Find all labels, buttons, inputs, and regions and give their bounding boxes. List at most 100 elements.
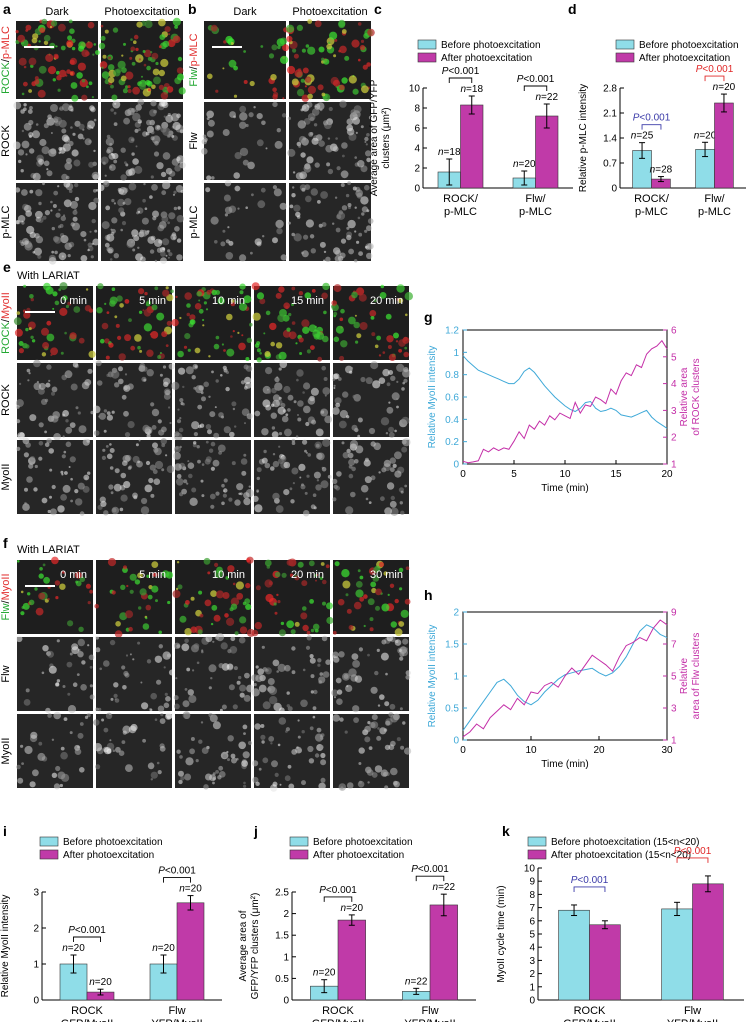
speckle <box>228 684 235 691</box>
y-axis-label: MyoII cycle time (min) <box>496 885 507 982</box>
speckle <box>55 682 60 687</box>
speckle <box>270 742 273 745</box>
speckle <box>205 424 212 430</box>
speckle <box>146 574 150 578</box>
speckle <box>282 44 290 52</box>
speckle <box>339 717 344 722</box>
speckle <box>25 153 28 156</box>
speckle <box>115 621 121 627</box>
speckle <box>254 238 262 246</box>
speckle <box>139 588 147 596</box>
speckle <box>128 318 132 322</box>
speckle <box>274 377 280 383</box>
speckle <box>153 478 161 486</box>
speckle <box>184 638 189 644</box>
speckle <box>38 40 41 43</box>
speckle <box>300 612 308 620</box>
speckle <box>72 682 78 687</box>
speckle <box>87 471 91 475</box>
n-label: n=22 <box>535 92 558 103</box>
speckle <box>258 684 267 693</box>
speckle <box>47 597 50 601</box>
speckle <box>25 327 29 332</box>
speckle <box>145 460 151 466</box>
tile <box>15 18 100 102</box>
speckle <box>184 688 188 691</box>
speckle <box>120 174 127 181</box>
speckle <box>64 331 67 335</box>
speckle <box>404 484 408 488</box>
speckle <box>322 282 330 291</box>
speckle <box>229 646 238 654</box>
speckle <box>364 245 368 249</box>
speckle <box>153 151 160 157</box>
speckle <box>259 352 262 355</box>
speckle <box>296 141 302 147</box>
speckle <box>221 501 225 506</box>
speckle <box>28 132 34 138</box>
significance-bracket <box>573 886 606 892</box>
y-tick-label-left: 0.5 <box>445 704 459 715</box>
category-label: YFP/MyoII <box>151 1018 202 1022</box>
speckle <box>99 496 106 503</box>
speckle <box>294 69 303 78</box>
speckle <box>340 170 349 179</box>
speckle <box>111 198 115 203</box>
speckle <box>261 120 266 126</box>
speckle <box>44 442 50 448</box>
speckle <box>38 592 46 600</box>
speckle <box>402 438 411 447</box>
row-label: ROCK <box>0 383 12 415</box>
speckle <box>311 108 320 116</box>
speckle <box>66 661 73 668</box>
speckle <box>281 415 289 423</box>
speckle <box>221 663 230 671</box>
speckle <box>157 355 162 359</box>
speckle <box>291 467 299 475</box>
speckle <box>133 40 137 44</box>
speckle <box>301 187 306 192</box>
speckle <box>141 217 149 225</box>
n-label: n=20 <box>179 884 202 895</box>
speckle <box>178 367 186 375</box>
speckle <box>376 648 380 653</box>
speckle <box>185 366 194 375</box>
speckle <box>61 773 70 782</box>
speckle <box>234 499 241 506</box>
speckle <box>312 493 317 498</box>
speckle <box>151 425 157 430</box>
y-axis-label-right: Relative area <box>679 367 690 426</box>
speckle <box>278 351 287 360</box>
speckle <box>37 752 46 761</box>
speckle <box>354 230 357 233</box>
row-label: Flw <box>0 665 12 682</box>
speckle <box>109 300 116 307</box>
tile <box>251 635 331 714</box>
y-tick-label: 9 <box>529 877 535 888</box>
speckle <box>300 484 306 490</box>
speckle <box>91 171 100 180</box>
speckle <box>265 147 268 150</box>
speckle <box>334 696 336 699</box>
speckle <box>297 417 302 422</box>
speckle <box>172 35 181 44</box>
speckle <box>286 620 295 629</box>
speckle <box>253 106 256 109</box>
speckle <box>160 92 169 100</box>
speckle <box>51 20 58 27</box>
speckle <box>227 735 234 742</box>
speckle <box>156 312 165 321</box>
speckle <box>212 640 215 643</box>
speckle <box>195 759 199 763</box>
y-tick-label-left: 1 <box>453 348 459 359</box>
speckle <box>179 755 183 759</box>
speckle <box>315 484 322 491</box>
speckle <box>198 299 201 302</box>
y-tick-label-right: 3 <box>671 704 677 715</box>
speckle <box>53 783 61 790</box>
speckle <box>207 119 215 127</box>
speckle <box>84 305 92 312</box>
speckle <box>65 441 72 448</box>
speckle <box>156 247 163 253</box>
